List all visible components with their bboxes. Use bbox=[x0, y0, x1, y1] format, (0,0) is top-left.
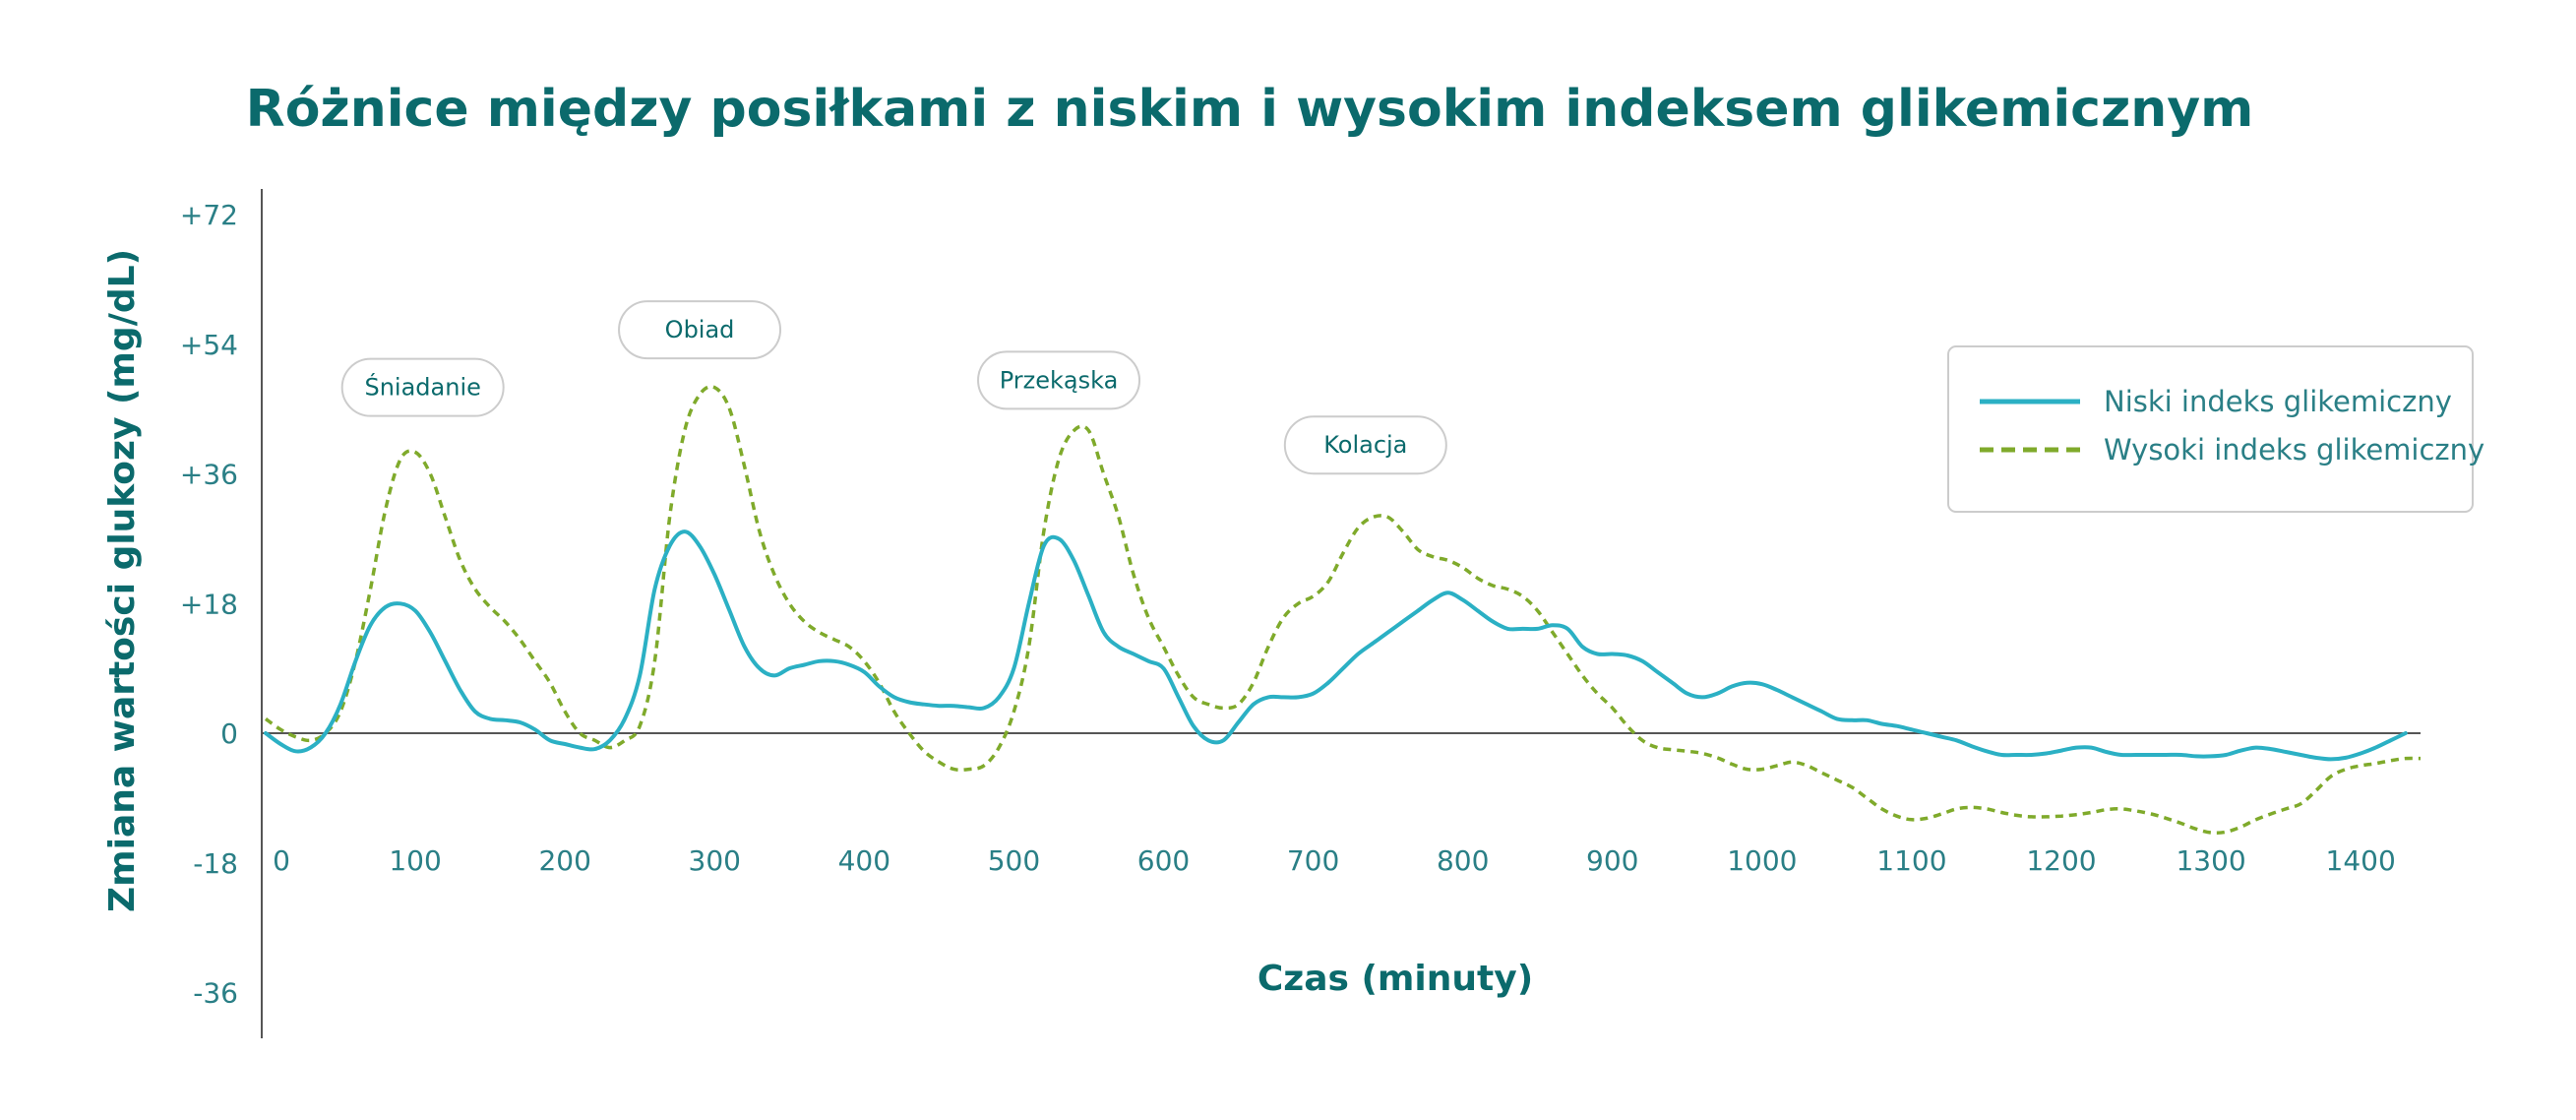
y-tick-label: +36 bbox=[180, 459, 238, 491]
y-tick-label: -36 bbox=[193, 977, 238, 1010]
x-tick-label: 100 bbox=[389, 844, 441, 877]
x-tick-label: 1000 bbox=[1727, 844, 1797, 877]
meal-label-pill bbox=[977, 350, 1141, 410]
y-tick-label: 0 bbox=[220, 717, 238, 750]
y-tick-labels: +72 +54 +36 +18 0 -18 -36 bbox=[180, 199, 238, 1010]
meal-annotations: Śniadanie Obiad Przekąska Kolacja bbox=[340, 300, 1447, 475]
x-tick-label: 300 bbox=[689, 844, 741, 877]
meal-label: Kolacja bbox=[1283, 415, 1447, 475]
x-tick-label: 800 bbox=[1437, 844, 1489, 877]
y-tick-label: +54 bbox=[180, 329, 238, 361]
legend: Niski indeks glikemiczny Wysoki indeks g… bbox=[1947, 345, 2484, 513]
y-tick-label: +18 bbox=[180, 588, 238, 620]
chart-title: Różnice między posiłkami z niskim i wyso… bbox=[246, 80, 2254, 139]
series-line-high-gi bbox=[264, 385, 2422, 836]
x-tick-label: 900 bbox=[1586, 844, 1638, 877]
y-axis-title: Zmiana wartości glukozy (mg/dL) bbox=[102, 249, 143, 912]
meal-label-text: Przekąska bbox=[1000, 366, 1119, 394]
meal-label-pill bbox=[340, 357, 505, 417]
x-tick-label: 200 bbox=[538, 844, 590, 877]
x-tick-label: 1400 bbox=[2326, 844, 2396, 877]
x-tick-label: 1100 bbox=[1876, 844, 1946, 877]
x-tick-label: 1200 bbox=[2026, 844, 2096, 877]
meal-label: Śniadanie bbox=[340, 357, 505, 417]
x-tick-label: 600 bbox=[1137, 844, 1190, 877]
meal-label-text: Obiad bbox=[665, 316, 735, 343]
legend-label-high-gi: Wysoki indeks glikemiczny bbox=[2104, 433, 2484, 467]
y-tick-label: +72 bbox=[180, 199, 238, 231]
series-layer bbox=[264, 385, 2422, 836]
meal-label: Obiad bbox=[618, 300, 782, 360]
x-tick-label: 500 bbox=[988, 844, 1040, 877]
meal-label: Przekąska bbox=[977, 350, 1141, 410]
legend-label-low-gi: Niski indeks glikemiczny bbox=[2104, 385, 2452, 418]
meal-label-pill bbox=[1283, 415, 1447, 475]
x-tick-label: 1300 bbox=[2176, 844, 2245, 877]
meal-label-pill bbox=[618, 300, 782, 360]
x-tick-label: 700 bbox=[1287, 844, 1339, 877]
meal-label-text: Śniadanie bbox=[364, 372, 480, 402]
series-line-low-gi bbox=[264, 529, 2408, 762]
x-axis-title: Czas (minuty) bbox=[1257, 959, 1533, 999]
y-tick-label: -18 bbox=[193, 847, 238, 880]
meal-label-text: Kolacja bbox=[1323, 431, 1407, 459]
legend-box bbox=[1947, 345, 2474, 513]
x-tick-labels: 0 100 200 300 400 500 600 700 800 900 1000 1100 1200… bbox=[273, 844, 2396, 877]
x-tick-label: 400 bbox=[838, 844, 890, 877]
x-tick-label: 0 bbox=[273, 844, 290, 877]
